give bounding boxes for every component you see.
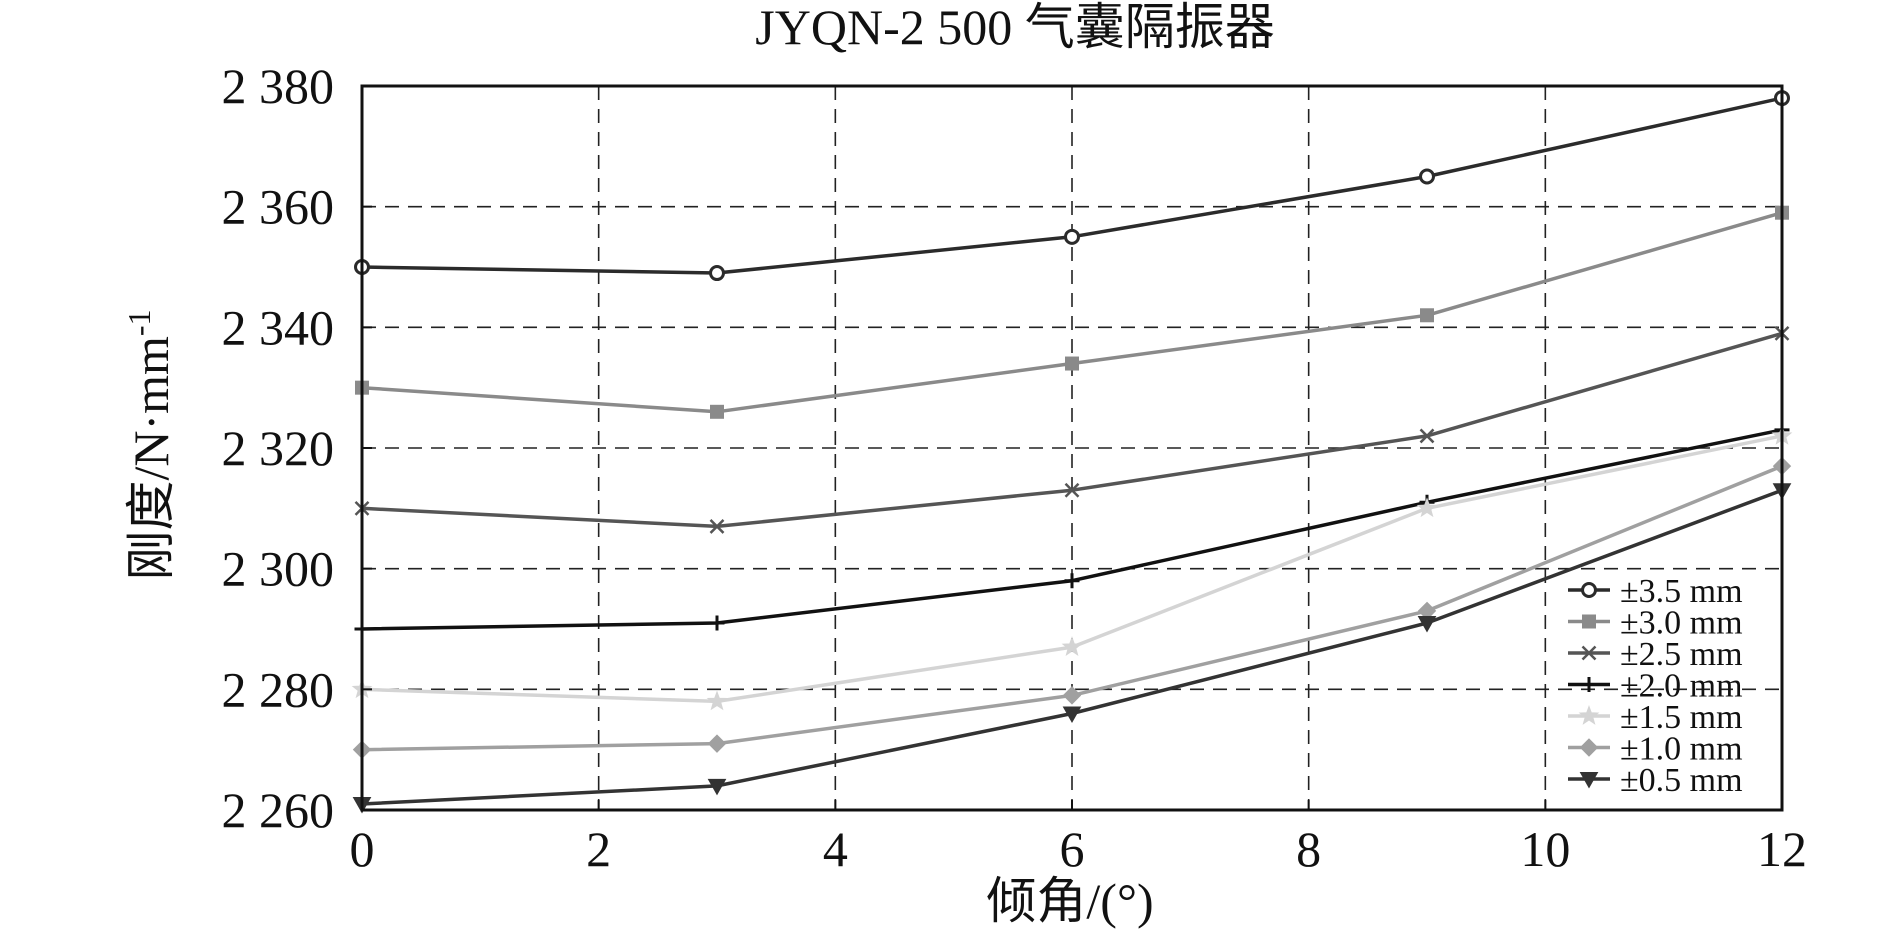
data-point xyxy=(707,778,727,796)
data-point xyxy=(1419,428,1435,444)
data-point xyxy=(1061,636,1083,656)
x-tick-label: 2 xyxy=(586,821,611,877)
data-point xyxy=(710,404,724,419)
x-tick-label: 8 xyxy=(1296,821,1321,877)
y-axis-label-text: 刚度/N·mm xyxy=(123,336,179,581)
x-tick-label: 4 xyxy=(823,821,848,877)
legend-label: ±3.0 mm xyxy=(1620,605,1743,642)
legend-marker xyxy=(1579,772,1599,789)
y-tick-label: 2 280 xyxy=(222,661,335,717)
data-point xyxy=(1064,228,1080,245)
series-1 xyxy=(354,90,1790,282)
x-tick-label: 12 xyxy=(1757,821,1807,877)
data-point xyxy=(1417,615,1437,633)
data-point xyxy=(1064,482,1080,498)
x-tick-label: 6 xyxy=(1060,821,1085,877)
legend-item: ±1.0 mm xyxy=(1568,731,1743,768)
legend-marker xyxy=(1581,582,1597,598)
legend-label: ±1.0 mm xyxy=(1620,731,1743,768)
data-point xyxy=(709,519,725,534)
data-point xyxy=(709,265,725,282)
y-tick-label: 2 340 xyxy=(222,299,335,355)
series-layer xyxy=(351,90,1793,814)
x-tick-label: 10 xyxy=(1520,821,1570,877)
legend-label: ±2.0 mm xyxy=(1620,668,1743,705)
y-tick-label: 2 320 xyxy=(222,420,335,476)
data-point xyxy=(1416,497,1438,518)
data-point xyxy=(1419,168,1435,185)
grid xyxy=(362,86,1782,810)
series-6 xyxy=(352,456,1792,759)
y-axis-label-superscript: -1 xyxy=(121,309,157,336)
legend: ±3.5 mm±3.0 mm±2.5 mm±2.0 mm±1.5 mm±1.0 … xyxy=(1568,573,1743,799)
series-2 xyxy=(355,205,1789,419)
data-point xyxy=(707,734,727,753)
legend-label: ±1.5 mm xyxy=(1620,699,1743,736)
y-tick-label: 2 380 xyxy=(222,58,335,114)
legend-marker xyxy=(1579,738,1599,757)
chart-title: JYQN-2 500 气囊隔振器 xyxy=(755,0,1274,55)
data-point xyxy=(1062,686,1082,705)
data-point xyxy=(709,615,725,631)
data-point xyxy=(1420,308,1434,323)
y-tick-label: 2 260 xyxy=(222,782,335,838)
y-tick-label: 2 360 xyxy=(222,179,335,235)
legend-item: ±3.0 mm xyxy=(1568,605,1743,642)
legend-marker xyxy=(1581,645,1597,661)
data-point xyxy=(706,690,728,711)
y-tick-label: 2 300 xyxy=(222,541,335,597)
data-point xyxy=(1062,706,1082,723)
legend-item: ±2.0 mm xyxy=(1568,668,1743,705)
data-point xyxy=(1065,356,1079,371)
legend-label: ±2.5 mm xyxy=(1620,636,1743,673)
y-axis-label: 刚度/N·mm-1 xyxy=(121,309,179,580)
legend-item: ±0.5 mm xyxy=(1568,762,1743,799)
legend-item: ±3.5 mm xyxy=(1568,573,1743,610)
legend-item: ±2.5 mm xyxy=(1568,636,1743,673)
x-axis-label: 倾角/(°) xyxy=(986,873,1153,929)
legend-marker xyxy=(1582,614,1596,629)
legend-label: ±3.5 mm xyxy=(1620,573,1743,610)
legend-label: ±0.5 mm xyxy=(1620,762,1743,799)
data-point xyxy=(1064,573,1080,589)
ticks: 0 2 4 6 8 10 12 2 260 2 280 2 300 2 320 2 340 2 360 2… xyxy=(222,58,1808,877)
legend-marker xyxy=(1581,677,1597,692)
x-tick-label: 0 xyxy=(350,821,375,877)
legend-item: ±1.5 mm xyxy=(1568,699,1743,736)
legend-marker xyxy=(1578,705,1600,725)
